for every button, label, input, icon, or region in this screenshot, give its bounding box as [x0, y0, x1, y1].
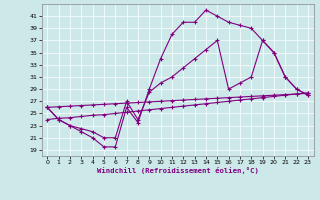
X-axis label: Windchill (Refroidissement éolien,°C): Windchill (Refroidissement éolien,°C) — [97, 167, 259, 174]
